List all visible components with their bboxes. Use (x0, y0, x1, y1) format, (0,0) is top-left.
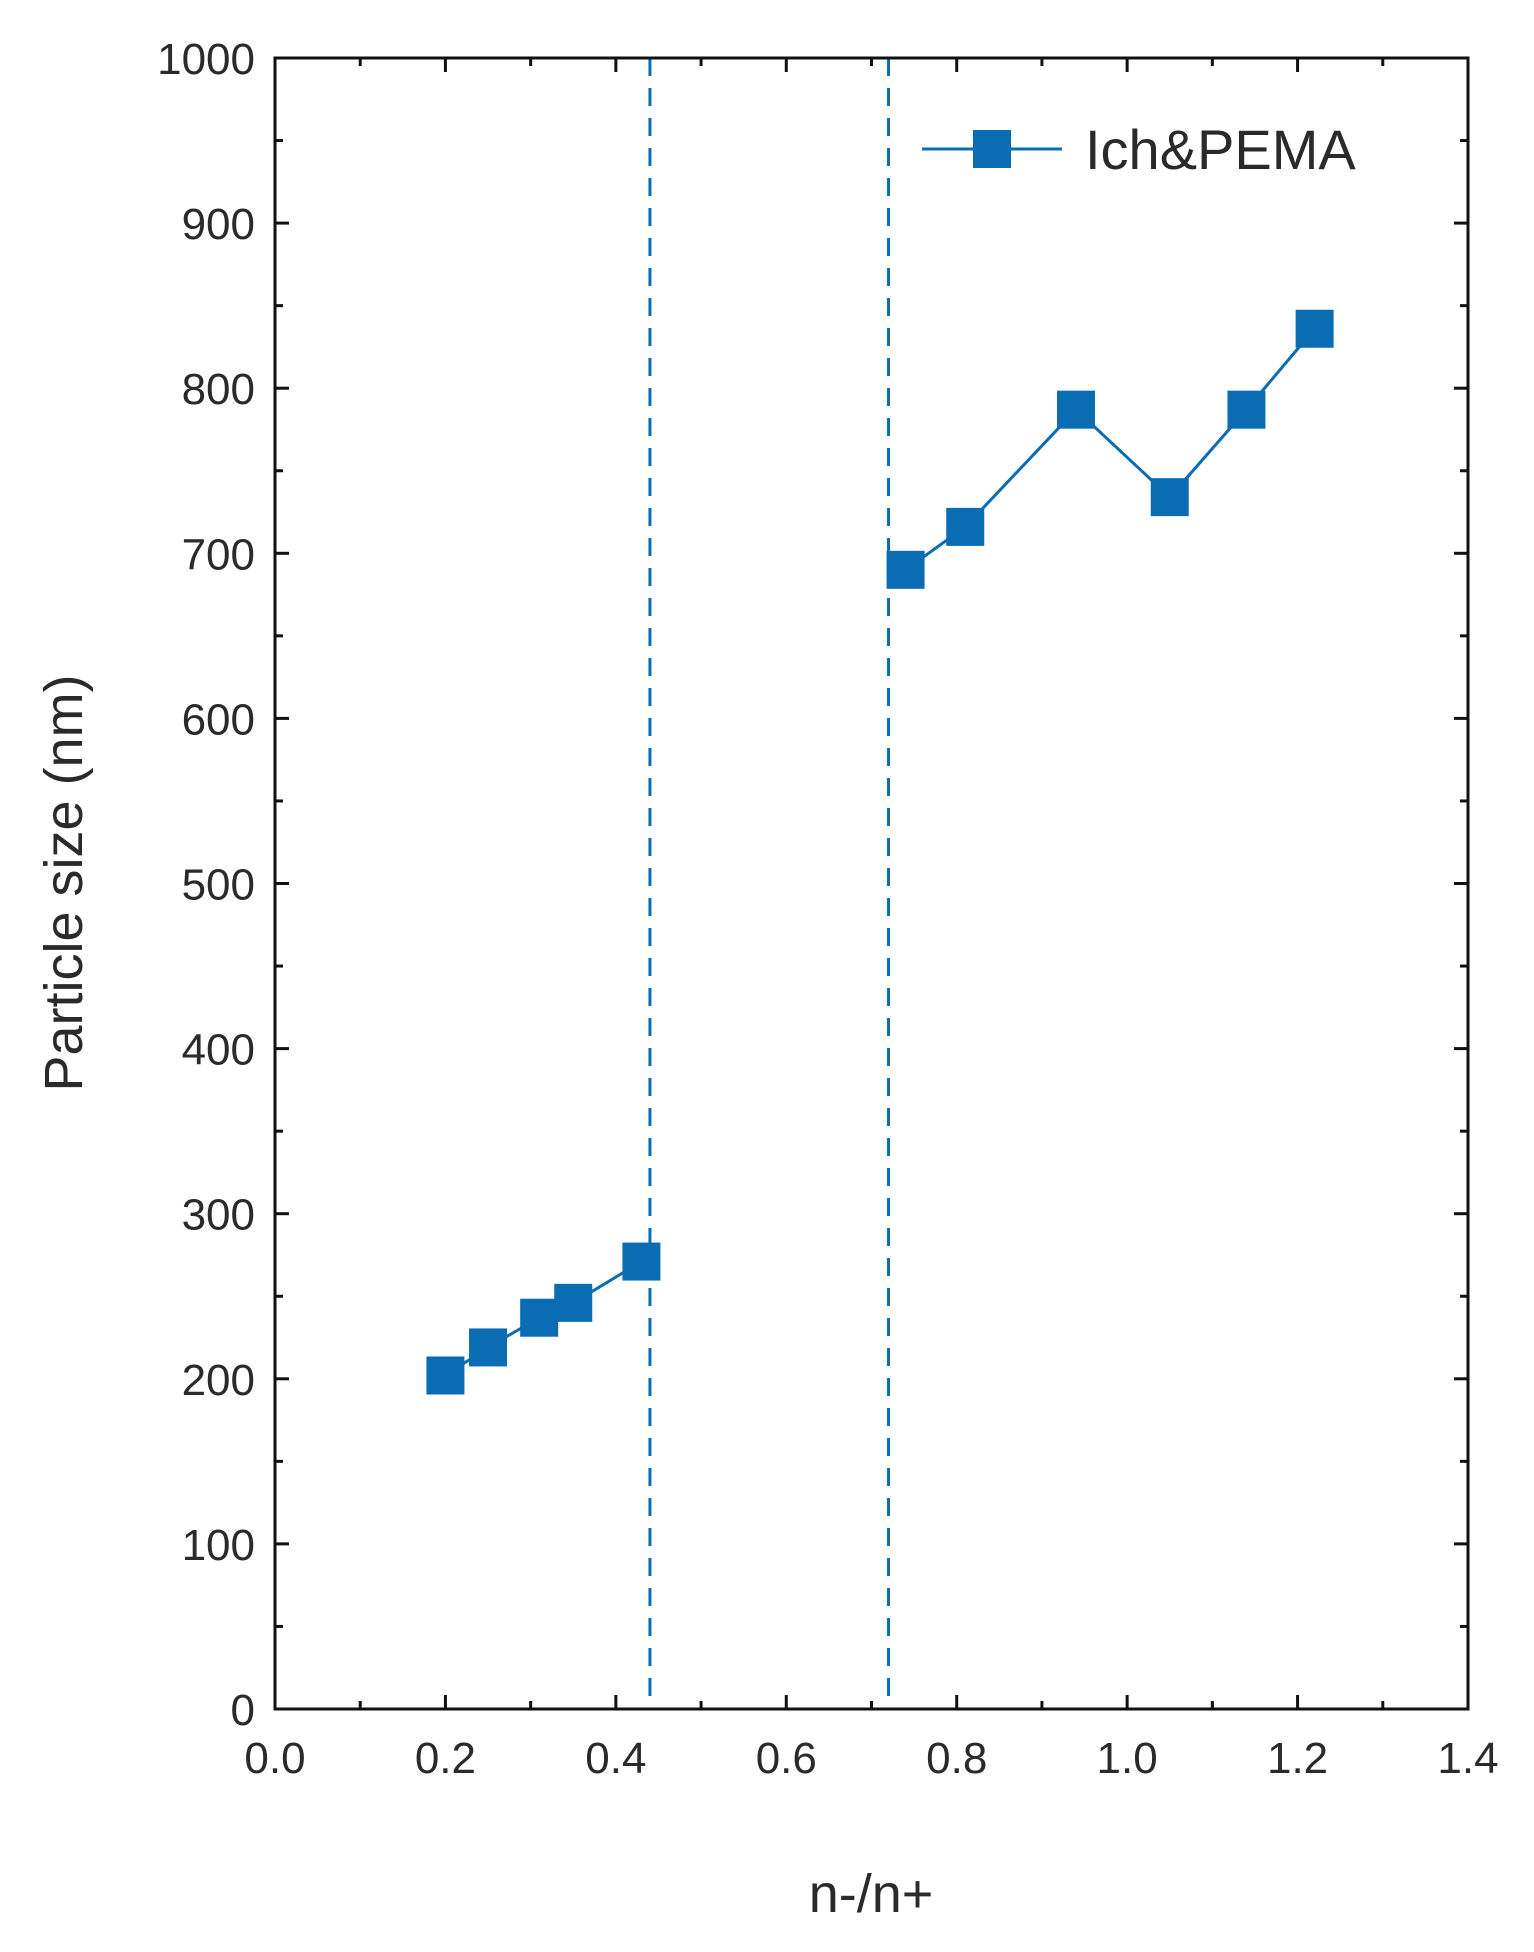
x-tick-label: 1.0 (1097, 1734, 1158, 1783)
y-axis-title: Particle size (nm) (34, 674, 94, 1091)
x-tick-label: 0.0 (244, 1734, 305, 1783)
y-tick-label: 100 (182, 1521, 255, 1570)
y-tick-label: 200 (182, 1356, 255, 1405)
legend-label: Ich&PEMA (1085, 118, 1356, 181)
y-tick-label: 500 (182, 861, 255, 910)
data-point (1295, 309, 1334, 348)
x-axis-title: n-/n+ (809, 1864, 934, 1924)
y-tick-label: 400 (182, 1026, 255, 1075)
legend-marker (973, 130, 1011, 168)
data-point (426, 1356, 465, 1395)
data-point (946, 507, 985, 546)
data-point (469, 1328, 508, 1367)
y-tick-label: 1000 (157, 35, 255, 84)
data-point (520, 1298, 559, 1337)
x-tick-label: 0.8 (926, 1734, 987, 1783)
y-tick-label: 700 (182, 530, 255, 579)
data-point (886, 550, 925, 589)
x-tick-label: 0.2 (415, 1734, 476, 1783)
y-tick-label: 300 (182, 1191, 255, 1240)
x-tick-label: 0.6 (756, 1734, 817, 1783)
data-point (1057, 390, 1096, 429)
data-point (622, 1242, 661, 1281)
legend: Ich&PEMA (922, 118, 1356, 181)
y-tick-label: 800 (182, 365, 255, 414)
x-tick-label: 1.2 (1267, 1734, 1328, 1783)
data-point (554, 1283, 593, 1322)
data-point (1150, 478, 1189, 517)
data-point (1227, 390, 1266, 429)
x-tick-label: 1.4 (1437, 1734, 1498, 1783)
y-tick-label: 0 (231, 1686, 255, 1735)
y-tick-label: 600 (182, 695, 255, 744)
y-tick-label: 900 (182, 200, 255, 249)
x-tick-label: 0.4 (585, 1734, 646, 1783)
